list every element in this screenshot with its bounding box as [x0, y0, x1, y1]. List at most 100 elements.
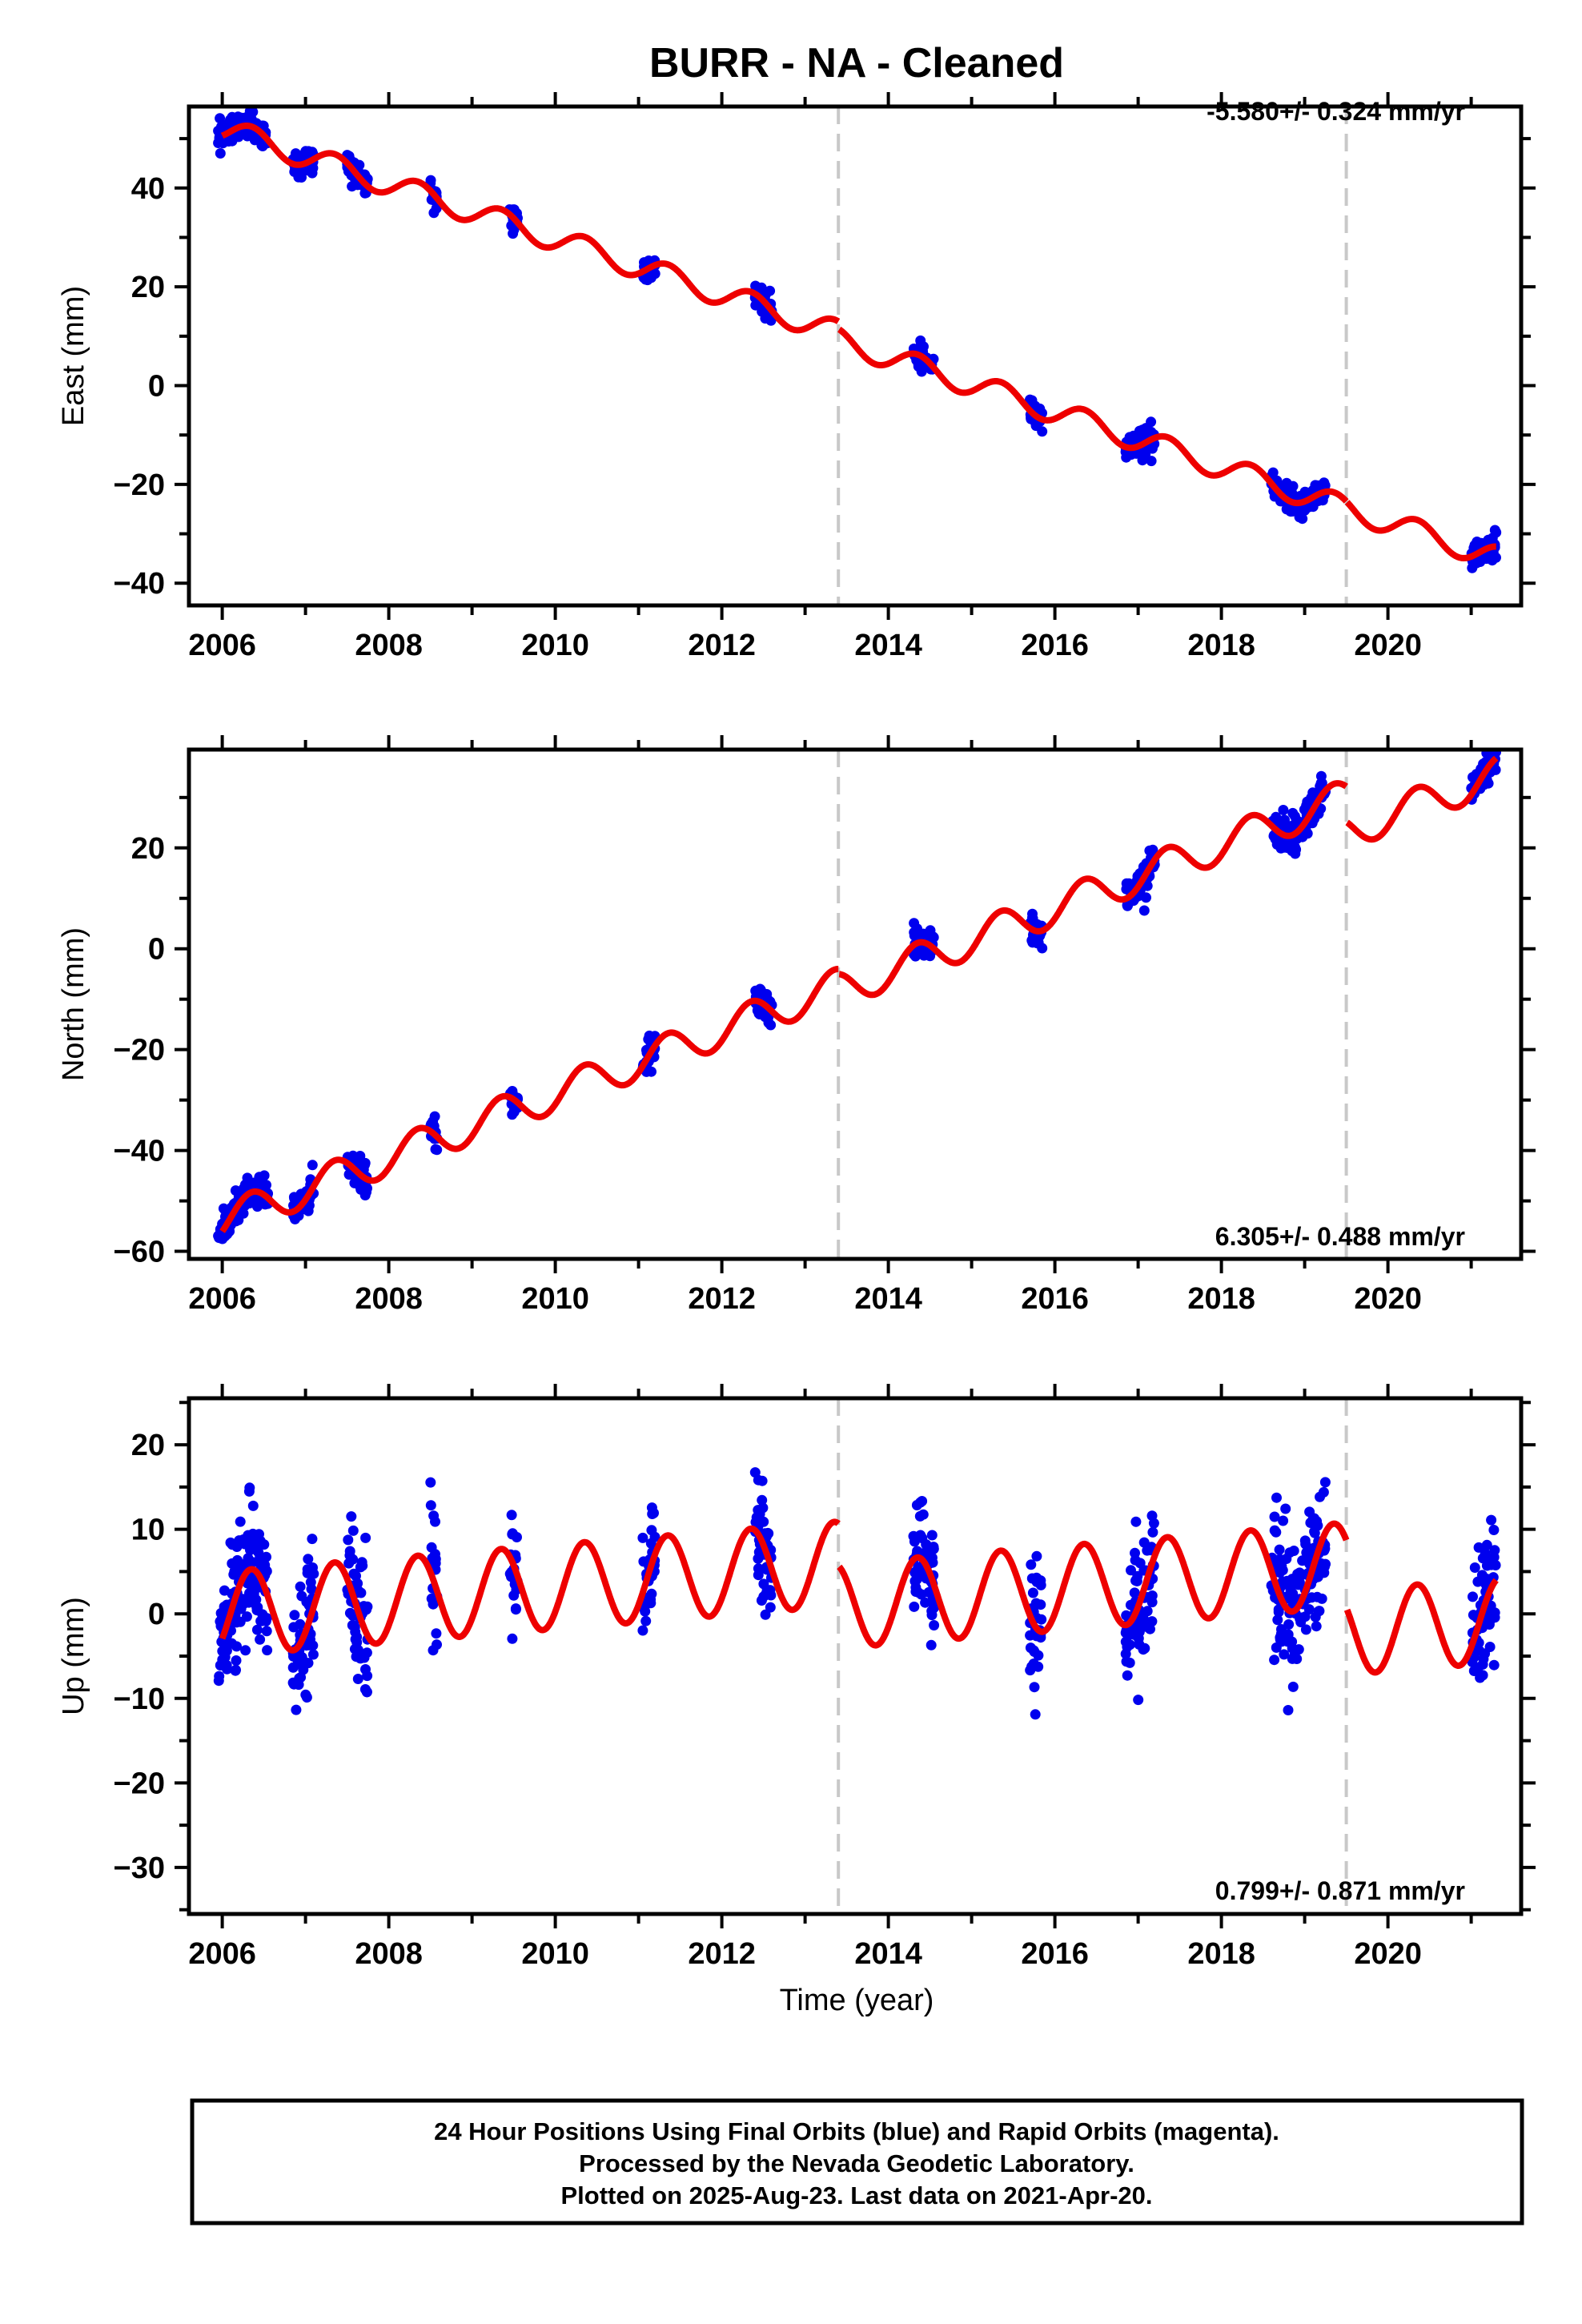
footer-box: 24 Hour Positions Using Final Orbits (bl… [190, 2098, 1524, 2225]
up-ytick-label: 10 [131, 1514, 165, 1547]
up-point [640, 1615, 652, 1626]
up-xtick-label: 2016 [1021, 1937, 1089, 1971]
up-point [251, 1624, 263, 1635]
up-point [1287, 1588, 1299, 1599]
up-point [295, 1618, 306, 1630]
north-point [359, 1157, 371, 1168]
north-panel: 2006 2008 2010 2012 2014 2016 2018 2020 −60 −40 −2… [57, 735, 1536, 1316]
up-point [1300, 1624, 1311, 1635]
up-point [1272, 1614, 1283, 1626]
up-point [1468, 1591, 1478, 1602]
up-point [1473, 1542, 1484, 1553]
up-point [349, 1622, 360, 1633]
north-point [349, 1177, 360, 1188]
up-point [1146, 1597, 1158, 1608]
up-xtick-label: 2008 [355, 1937, 423, 1971]
up-point [1026, 1559, 1037, 1570]
footer-line-1: 24 Hour Positions Using Final Orbits (bl… [434, 2117, 1279, 2145]
up-point [1035, 1575, 1046, 1586]
east-point [1025, 394, 1035, 405]
east-ytick-label: −20 [114, 468, 165, 502]
east-point [1146, 456, 1157, 467]
up-point [1300, 1538, 1311, 1550]
up-point [1309, 1527, 1320, 1538]
up-point [1486, 1514, 1497, 1526]
up-point [428, 1598, 439, 1610]
x-axis-label: Time (year) [780, 1984, 934, 2017]
up-point [252, 1539, 263, 1550]
east-ytick-label: 20 [131, 271, 165, 304]
up-point [909, 1601, 920, 1612]
up-point [247, 1528, 259, 1539]
east-point [1487, 555, 1498, 566]
east-point [765, 315, 777, 326]
up-point [1030, 1709, 1041, 1720]
up-point [1284, 1547, 1295, 1558]
up-point [1120, 1636, 1131, 1647]
up-xtick-label: 2018 [1187, 1937, 1255, 1971]
up-point [260, 1615, 271, 1626]
up-point [303, 1554, 314, 1565]
north-xtick-label: 2008 [355, 1282, 423, 1316]
east-point [1307, 501, 1319, 513]
up-point [909, 1575, 921, 1586]
chart-title: BURR - NA - Cleaned [649, 40, 1064, 86]
north-ytick-label: 20 [131, 832, 165, 866]
up-point [1121, 1626, 1132, 1638]
up-point [760, 1609, 771, 1620]
north-point [1278, 805, 1289, 815]
up-xtick-label: 2010 [521, 1937, 589, 1971]
up-point [1490, 1560, 1501, 1570]
up-point [637, 1532, 648, 1543]
north-point [307, 1160, 318, 1171]
east-xtick-label: 2006 [188, 629, 256, 662]
up-point [307, 1562, 318, 1573]
east-xtick-label: 2020 [1354, 629, 1422, 662]
up-point [753, 1474, 764, 1486]
north-rate-label: 6.305+/- 0.488 mm/yr [1215, 1222, 1465, 1251]
up-point [914, 1510, 926, 1522]
up-point [255, 1634, 266, 1645]
north-point [290, 1195, 301, 1206]
up-point [1031, 1550, 1042, 1562]
up-point [227, 1558, 238, 1569]
up-point [1287, 1681, 1299, 1692]
up-point [753, 1563, 764, 1574]
north-point [909, 918, 920, 929]
up-point [1148, 1518, 1159, 1529]
up-point [1316, 1593, 1327, 1604]
up-point [1278, 1515, 1289, 1526]
east-point [1037, 426, 1048, 437]
north-point [918, 950, 930, 961]
up-point [262, 1645, 273, 1656]
up-point [1274, 1544, 1285, 1555]
north-ytick-label: −20 [114, 1034, 165, 1068]
up-point [215, 1660, 226, 1671]
north-point [643, 1034, 654, 1045]
up-point [307, 1649, 319, 1660]
north-point [430, 1144, 441, 1155]
up-point [920, 1597, 931, 1608]
north-point [1488, 738, 1499, 748]
north-ytick-label: −60 [114, 1236, 165, 1269]
up-point [425, 1500, 436, 1511]
up-point [1291, 1573, 1302, 1584]
up-point [1282, 1575, 1293, 1586]
north-point [1138, 905, 1150, 916]
north-point [261, 1180, 271, 1191]
up-point [231, 1664, 241, 1675]
east-point [645, 272, 656, 283]
up-point [1318, 1486, 1329, 1498]
up-point [431, 1628, 442, 1639]
east-frame [187, 104, 1524, 608]
east-point [915, 335, 926, 346]
north-frame [187, 747, 1524, 1261]
up-point [428, 1645, 439, 1656]
up-point [1025, 1665, 1036, 1676]
up-point [1129, 1587, 1140, 1598]
up-point [347, 1525, 359, 1536]
up-point [291, 1704, 302, 1715]
up-ytick-label: −30 [114, 1852, 165, 1885]
up-point [754, 1509, 765, 1519]
up-point [244, 1482, 255, 1494]
